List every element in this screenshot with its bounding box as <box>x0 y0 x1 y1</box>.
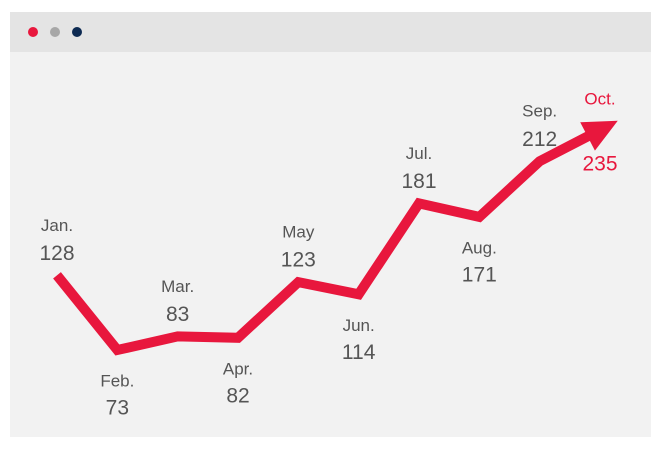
value-label: 83 <box>166 303 189 326</box>
category-label: Jul. <box>406 144 432 163</box>
category-label: May <box>282 223 315 242</box>
title-bar <box>10 12 651 52</box>
value-label: 212 <box>522 128 557 151</box>
value-label: 73 <box>106 397 129 420</box>
value-label: 123 <box>281 249 316 272</box>
window <box>10 12 651 437</box>
category-label: Feb. <box>100 371 134 390</box>
window-dot <box>72 27 82 37</box>
window-dot <box>28 27 38 37</box>
value-label: 114 <box>342 341 376 364</box>
value-label: 181 <box>401 170 436 193</box>
arrow-head <box>580 120 618 151</box>
line <box>53 125 603 356</box>
value-label: 128 <box>39 242 74 265</box>
window-dot <box>50 27 60 37</box>
category-label: Mar. <box>161 277 194 296</box>
value-label: 235 <box>582 153 617 176</box>
value-label: 171 <box>462 263 497 286</box>
category-label: Apr. <box>223 359 253 378</box>
category-label: Jun. <box>343 316 375 335</box>
category-label: Sep. <box>522 102 557 121</box>
category-label: Oct. <box>584 89 615 108</box>
category-label: Jan. <box>41 216 73 235</box>
value-label: 82 <box>226 384 249 407</box>
category-label: Aug. <box>462 238 497 257</box>
